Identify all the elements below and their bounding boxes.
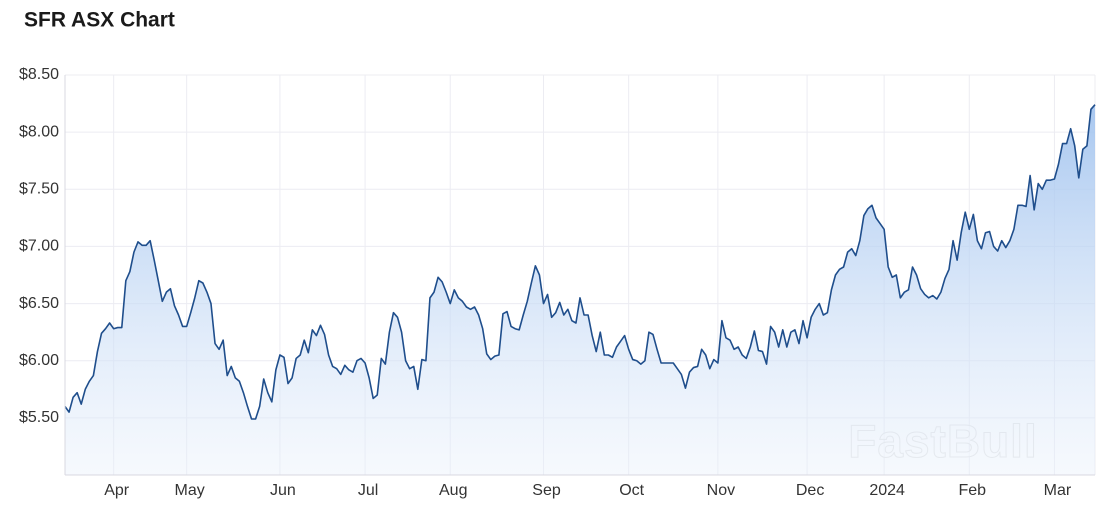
x-tick-label: Apr — [104, 482, 130, 499]
y-tick-label: $6.00 — [19, 352, 59, 369]
x-tick-label: Aug — [439, 482, 467, 499]
x-tick-label: Nov — [707, 482, 735, 499]
x-tick-label: Feb — [959, 482, 987, 499]
x-tick-label: Dec — [796, 482, 824, 499]
x-tick-label: 2024 — [869, 482, 905, 499]
area — [65, 104, 1095, 476]
x-tick-label: Oct — [619, 482, 644, 499]
y-tick-label: $7.00 — [19, 238, 59, 255]
x-tick-label: Sep — [532, 482, 561, 499]
price-line — [64, 104, 1096, 420]
x-tick-label: May — [175, 482, 205, 499]
axes: $5.50 $6.00 $6.50 $7.00 $7.50 $8.00 $8.50 Apr Ma… — [19, 66, 1095, 499]
y-tick-label: $7.50 — [19, 181, 59, 198]
chart-title: SFR ASX Chart — [24, 9, 175, 32]
y-tick-label: $8.50 — [19, 66, 59, 83]
x-tick-label: Mar — [1044, 482, 1072, 499]
y-tick-label: $8.00 — [19, 123, 59, 140]
y-tick-label: $6.50 — [19, 295, 59, 312]
x-tick-label: Jul — [358, 482, 378, 499]
y-tick-label: $5.50 — [19, 409, 59, 426]
plot-area — [64, 104, 1096, 476]
x-tick-label: Jun — [270, 482, 296, 499]
